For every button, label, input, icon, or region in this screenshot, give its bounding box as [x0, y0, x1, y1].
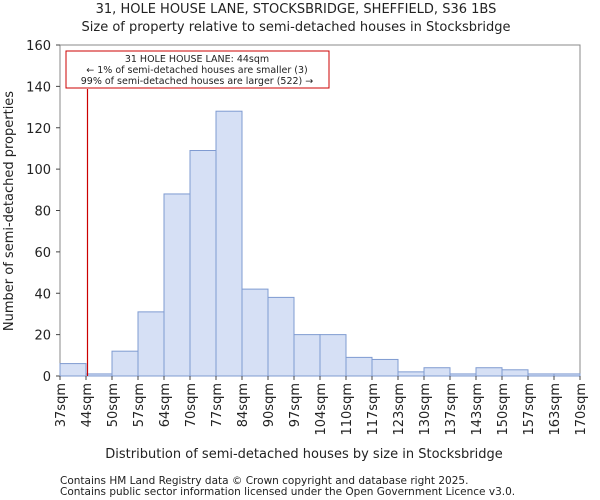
x-tick-label: 117sqm — [366, 383, 381, 436]
bar — [163, 193, 191, 377]
plot-area: 0 20 40 60 80 100 120 140 160 37sqm 44sqm 50sqm 57sq… — [26, 39, 589, 436]
x-tick-label: 130sqm — [418, 383, 433, 436]
x-tick-label: 163sqm — [548, 383, 563, 436]
y-tick-label: 20 — [34, 329, 51, 344]
x-tick-label: 64sqm — [158, 383, 173, 427]
footer-line-1: Contains HM Land Registry data © Crown c… — [60, 475, 468, 487]
bar — [241, 288, 269, 377]
chart-title-line-2: Size of property relative to semi-detach… — [82, 20, 511, 35]
x-tick-label: 104sqm — [314, 383, 329, 436]
x-tick-label: 137sqm — [444, 383, 459, 436]
bar — [189, 150, 217, 377]
x-tick-label: 70sqm — [184, 383, 199, 427]
x-tick-label: 143sqm — [470, 383, 485, 436]
bar — [293, 334, 321, 377]
annotation-line-3: 99% of semi-detached houses are larger (… — [81, 76, 314, 87]
x-tick-label: 84sqm — [236, 383, 251, 427]
y-tick-label: 0 — [43, 370, 51, 385]
bar — [423, 367, 451, 377]
x-tick-label: 90sqm — [262, 383, 277, 427]
y-tick-label: 40 — [34, 287, 51, 302]
x-tick-label: 97sqm — [288, 383, 303, 427]
bar — [215, 110, 243, 377]
annotation-border — [65, 50, 330, 89]
bar — [59, 363, 87, 377]
chart-title-line-1: 31, HOLE HOUSE LANE, STOCKSBRIDGE, SHEFF… — [96, 2, 497, 17]
x-axis-label: Distribution of semi-detached houses by … — [105, 447, 502, 462]
y-axis-label: Number of semi-detached properties — [2, 91, 17, 331]
bar — [267, 296, 295, 377]
annotation-line-2: ← 1% of semi-detached houses are smaller… — [86, 65, 307, 76]
y-tick-label: 100 — [26, 163, 51, 178]
bar — [371, 358, 399, 377]
y-tick-label: 140 — [26, 80, 51, 95]
bar — [319, 334, 347, 377]
bar — [553, 373, 581, 377]
footer-line-2: Contains public sector information licen… — [60, 486, 515, 498]
annotation-box: 31 HOLE HOUSE LANE: 44sqm ← 1% of semi-d… — [65, 50, 330, 89]
bar — [527, 373, 555, 377]
bar — [475, 367, 503, 377]
x-tick-label: 37sqm — [54, 383, 69, 427]
bar — [397, 371, 425, 377]
bar — [137, 311, 165, 377]
bar — [111, 350, 139, 377]
x-tick-label: 57sqm — [132, 383, 147, 427]
y-tick-label: 60 — [34, 246, 51, 261]
bar — [449, 373, 477, 377]
y-tick-label: 80 — [34, 205, 51, 220]
x-tick-label: 77sqm — [210, 383, 225, 427]
x-tick-label: 50sqm — [106, 383, 121, 427]
x-tick-label: 110sqm — [340, 383, 355, 436]
annotation-line-1: 31 HOLE HOUSE LANE: 44sqm — [125, 54, 269, 65]
bar — [85, 373, 113, 377]
x-tick-label: 157sqm — [522, 383, 537, 436]
y-tick-label: 120 — [26, 122, 51, 137]
bar — [501, 369, 529, 377]
bar — [345, 356, 373, 377]
x-tick-label: 123sqm — [392, 383, 407, 436]
x-tick-label: 44sqm — [80, 383, 95, 427]
y-tick-label: 160 — [26, 39, 51, 54]
x-tick-label: 170sqm — [574, 383, 589, 436]
x-tick-label: 150sqm — [496, 383, 511, 436]
